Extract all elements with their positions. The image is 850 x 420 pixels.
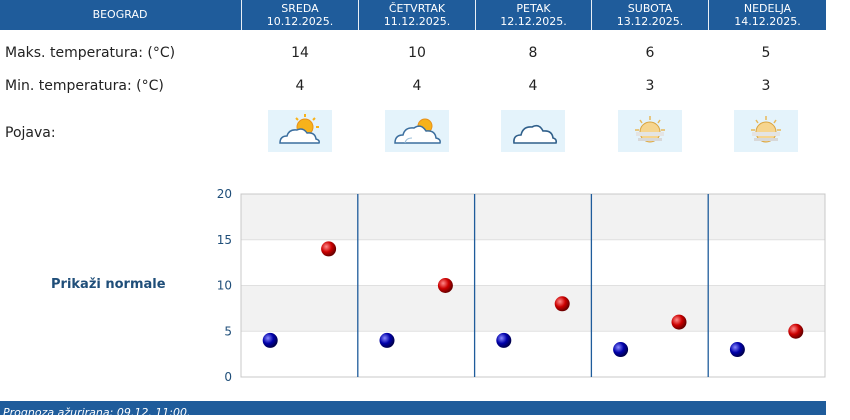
- forecast-header: BEOGRAD SREDA 10.12.2025. ČETVRTAK 11.12…: [0, 0, 826, 30]
- y-tick-label: 15: [217, 233, 232, 247]
- min-temp-value: 4: [528, 78, 538, 94]
- min-temp-value: 4: [295, 78, 305, 94]
- updated-text: Prognoza ažurirana: 09.12. 11:00.: [3, 406, 191, 419]
- city-name: BEOGRAD: [92, 8, 148, 21]
- min-temp-point: [379, 332, 395, 348]
- sun-haze-icon: [618, 110, 682, 152]
- min-temp-value: 4: [412, 78, 422, 94]
- day-name: SREDA: [281, 2, 319, 15]
- day-header-1: SREDA 10.12.2025.: [242, 0, 358, 30]
- sun-haze-icon: [734, 110, 798, 152]
- max-temp-value: 6: [645, 45, 655, 61]
- temperature-chart: 0 5 10 15 20: [217, 187, 826, 384]
- partly-cloudy-icon: [385, 110, 449, 152]
- max-temp-value: 10: [408, 45, 426, 61]
- max-temp-point: [437, 278, 453, 293]
- max-temp-label: Maks. temperatura: (°C): [5, 45, 176, 61]
- day-date: 14.12.2025.: [734, 15, 801, 28]
- header-divider: [241, 0, 242, 30]
- max-temp-point: [671, 314, 687, 330]
- min-temp-point: [496, 332, 512, 348]
- day-name: NEDELJA: [743, 2, 792, 15]
- day-header-4: SUBOTA 13.12.2025.: [592, 0, 708, 30]
- day-header-2: ČETVRTAK 11.12.2025.: [359, 0, 475, 30]
- day-date: 10.12.2025.: [266, 15, 334, 28]
- max-temp-value: 14: [291, 45, 309, 61]
- min-temp-value: 3: [645, 78, 655, 94]
- min-temp-point: [613, 342, 629, 358]
- partly-cloudy-icon: [268, 110, 332, 152]
- max-temp-point: [788, 323, 804, 339]
- day-name: PETAK: [516, 2, 551, 15]
- header-divider: [358, 0, 359, 30]
- cloudy-icon: [501, 110, 565, 152]
- day-header-5: NEDELJA 14.12.2025.: [709, 0, 826, 30]
- day-date: 12.12.2025.: [500, 15, 567, 28]
- max-temp-point: [554, 296, 570, 312]
- footer-bar: Prognoza ažurirana: 09.12. 11:00.: [0, 401, 826, 419]
- min-temp-value: 3: [761, 78, 771, 94]
- header-divider: [475, 0, 476, 30]
- plot-band: [241, 194, 825, 240]
- day-header-3: PETAK 12.12.2025.: [476, 0, 591, 30]
- plot-band: [241, 285, 825, 332]
- phenomenon-label: Pojava:: [5, 125, 56, 141]
- min-temp-label: Min. temperatura: (°C): [5, 78, 164, 94]
- max-temp-value: 8: [528, 45, 538, 61]
- min-temp-point: [729, 342, 745, 358]
- y-tick-label: 10: [217, 279, 232, 293]
- day-name: SUBOTA: [627, 2, 673, 15]
- header-divider: [591, 0, 592, 30]
- plot-border: [240, 193, 826, 378]
- day-date: 13.12.2025.: [616, 15, 684, 28]
- max-temp-point: [321, 241, 337, 257]
- max-temp-value: 5: [761, 45, 771, 61]
- y-tick-label: 5: [224, 324, 232, 338]
- y-tick-label: 0: [224, 370, 232, 384]
- show-normals-toggle[interactable]: Prikaži normale: [51, 277, 166, 292]
- y-tick-label: 20: [217, 187, 232, 201]
- header-divider: [708, 0, 709, 30]
- min-temp-point: [262, 332, 278, 348]
- day-name: ČETVRTAK: [388, 2, 446, 15]
- day-date: 11.12.2025.: [383, 15, 451, 28]
